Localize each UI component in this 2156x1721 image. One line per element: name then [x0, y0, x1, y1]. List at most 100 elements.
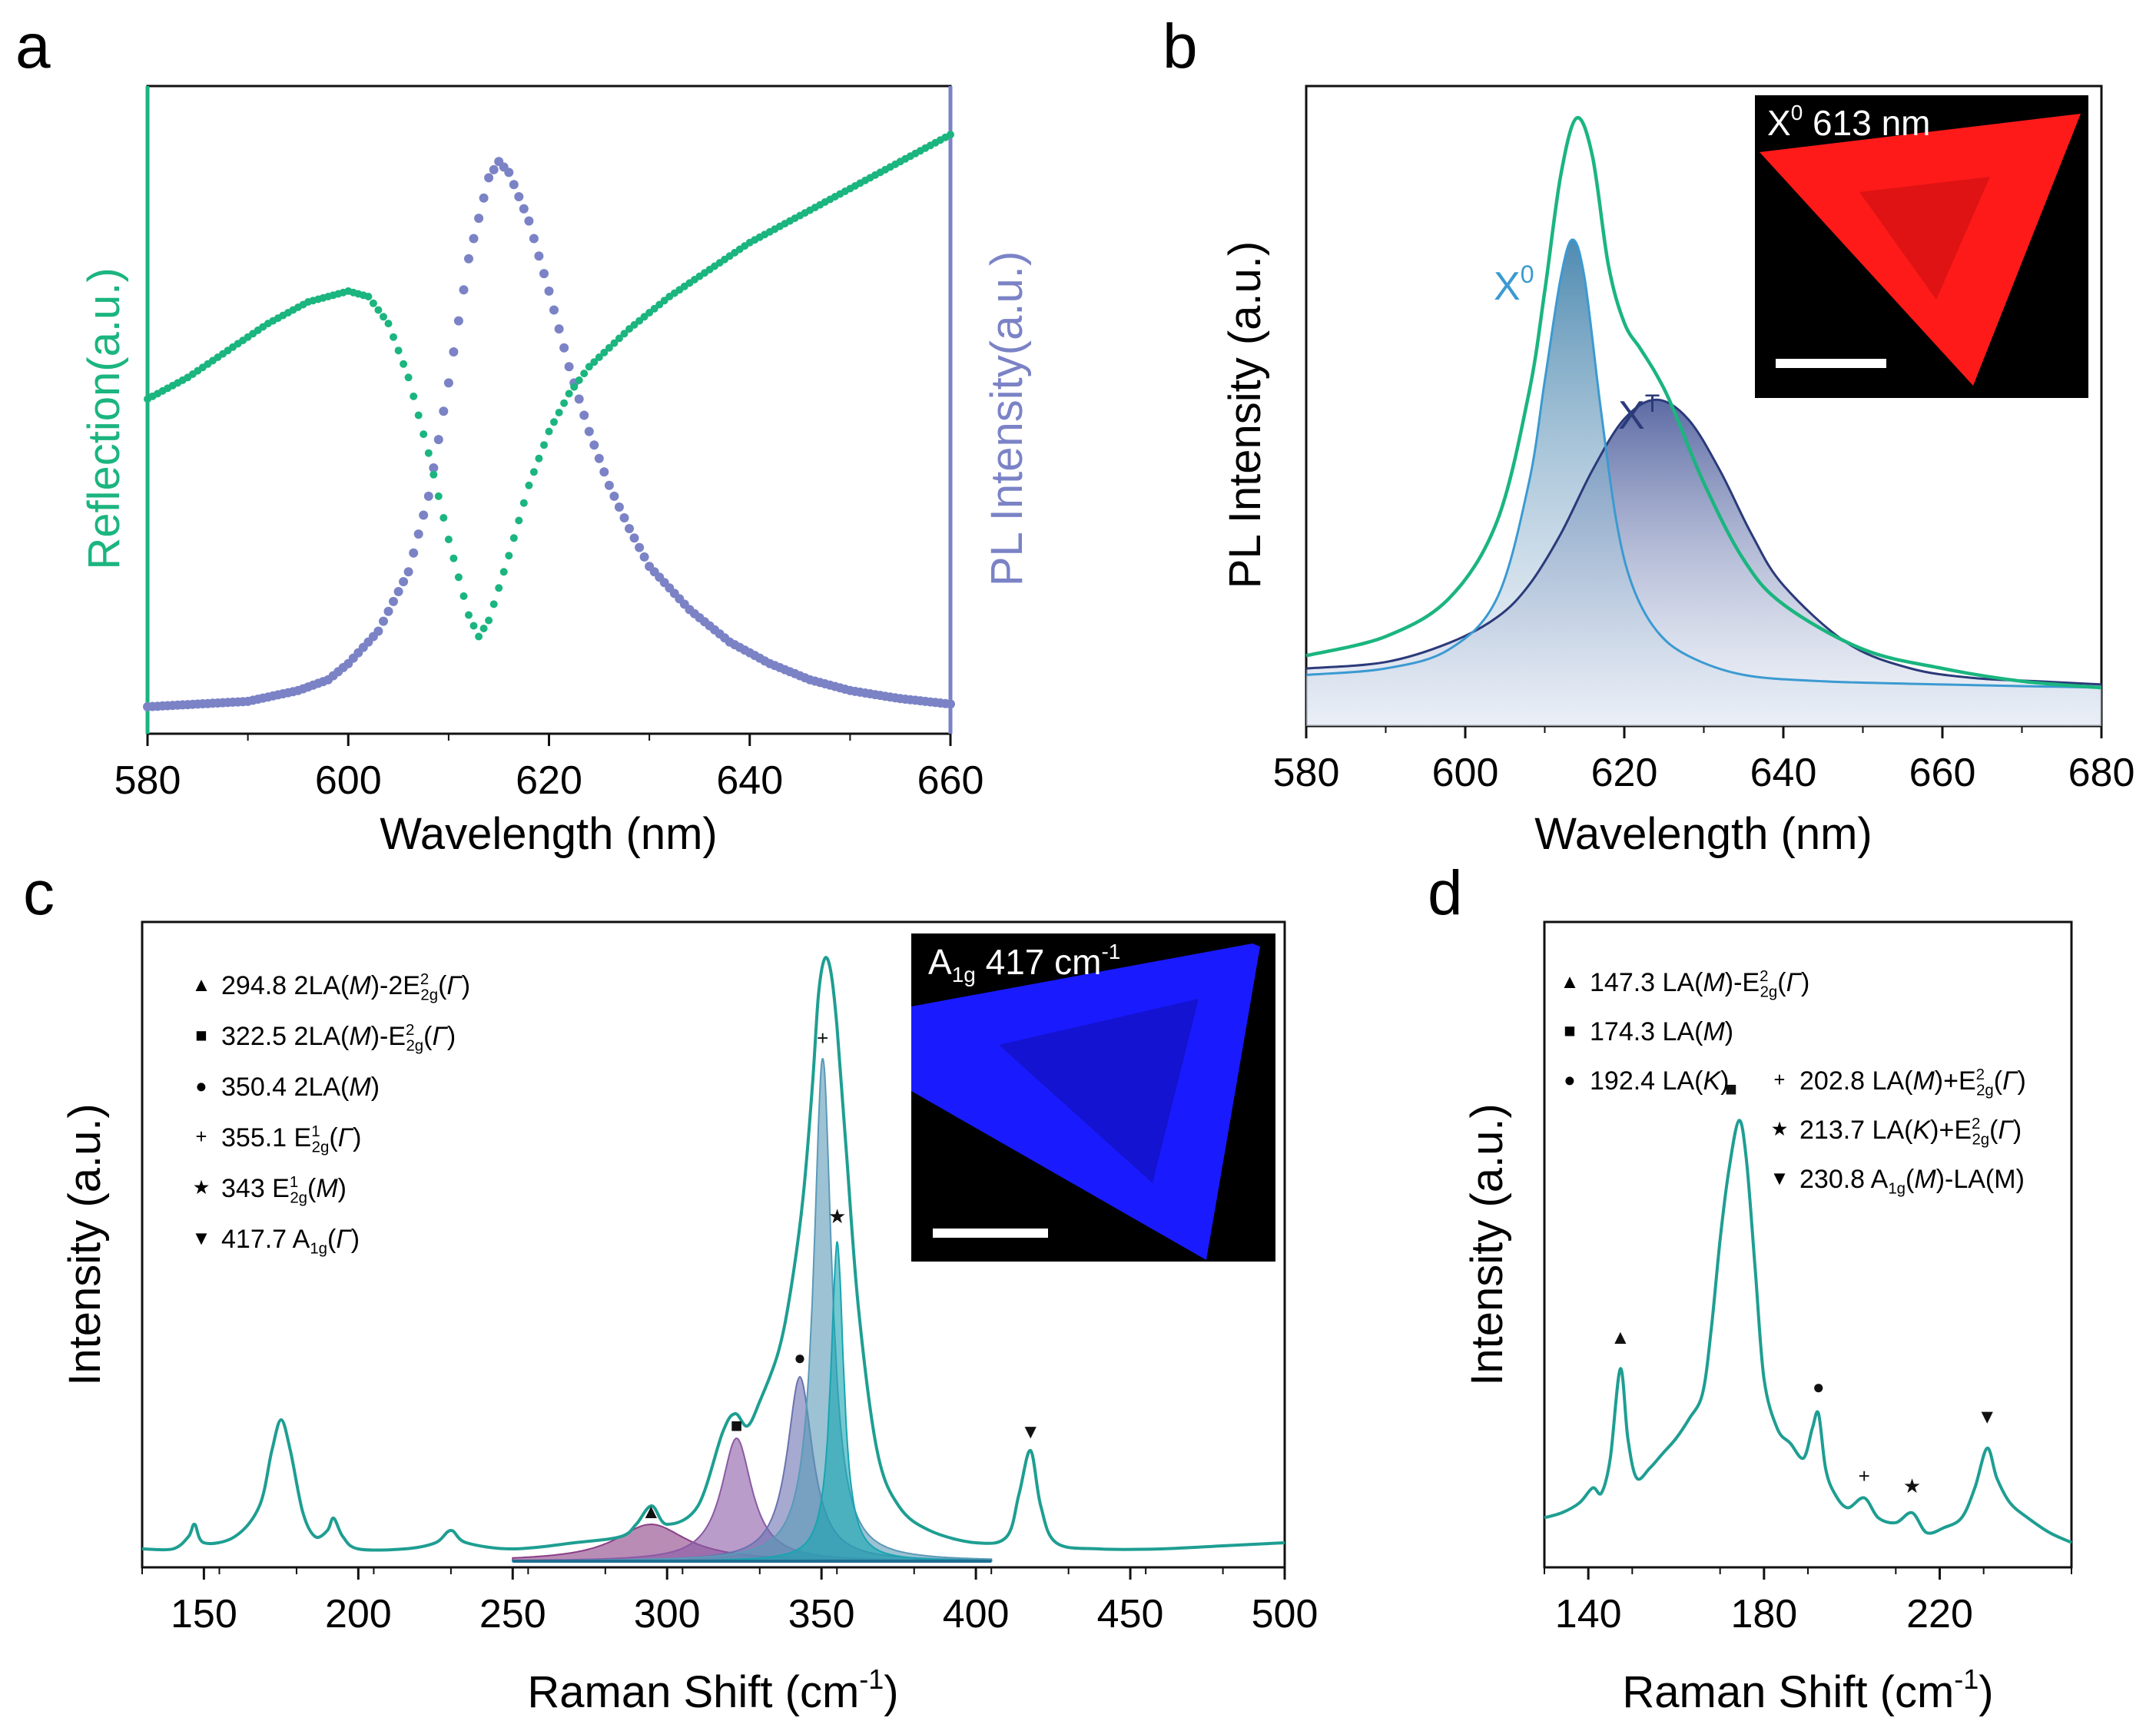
panel-d-legend-marker: + — [1774, 1069, 1786, 1091]
panel-a-pl-point — [635, 542, 645, 552]
panel-c-legend-marker: ▼ — [191, 1228, 211, 1249]
panel-d-xlabel-sup: -1 — [1954, 1663, 1979, 1695]
panel-c-inset-label-rest: 417 cm — [976, 942, 1102, 982]
panel-b-inset-label-sup: 0 — [1791, 101, 1803, 124]
panel-d-peak-marker: ● — [1813, 1375, 1825, 1398]
panel-b-x0-annotation: X0 — [1494, 260, 1534, 309]
panel-a-reflection-point — [384, 320, 393, 328]
panel-a-reflection-point — [565, 390, 573, 398]
panel-c-inset-label-sub: 1g — [952, 963, 976, 987]
panel-a-reflection-point — [499, 568, 508, 576]
panel-b-xtick-label: 620 — [1591, 751, 1658, 795]
panel-a-ylabel-right: PL Intensity(a.u.) — [982, 251, 1032, 586]
panel-label-c: c — [23, 858, 55, 928]
panel-a-pl-point — [584, 426, 594, 436]
panel-a-frame — [146, 85, 952, 735]
panel-a-pl-point — [429, 463, 439, 473]
panel-c-xtick-label: 500 — [1252, 1592, 1318, 1636]
panel-a-reflection-point — [430, 470, 438, 479]
panel-a-pl-point — [379, 616, 388, 626]
panel-c-legend-marker: ▲ — [191, 974, 211, 996]
panel-c-xtick-label: 450 — [1097, 1592, 1164, 1636]
panel-a-pl-point — [484, 173, 494, 183]
panel-c-peak-marker: ▼ — [1020, 1420, 1040, 1443]
panel-d-peak-marker: ▼ — [1977, 1405, 1997, 1428]
panel-c-legend-marker: + — [196, 1126, 207, 1148]
panel-a-reflection-point — [374, 306, 383, 314]
panel-a-pl-point — [589, 440, 599, 450]
panel-a-reflection-point — [459, 592, 468, 600]
panel-a-pl-point — [459, 285, 469, 295]
panel-a-reflection-point — [615, 334, 623, 343]
panel-d-xtick-label: 180 — [1730, 1592, 1797, 1636]
panel-a-pl-point — [514, 192, 524, 201]
panel-a-pl-point — [489, 164, 499, 174]
panel-d-peak-marker: ★ — [1903, 1474, 1921, 1497]
panel-a-reflection-point — [434, 492, 443, 500]
panel-c-inset-label-a: A — [928, 942, 952, 982]
panel-a-pl-point — [449, 347, 459, 356]
panel-a-pl-point — [469, 234, 479, 244]
panel-a-pl-point — [599, 467, 609, 477]
panel-d-raman-line — [1544, 1119, 2072, 1544]
panel-b-x0-letter: X — [1494, 264, 1521, 309]
panel-d-legend-entry: 174.3 LA(M) — [1590, 1017, 1733, 1046]
panel-a-pl-point — [419, 510, 429, 520]
panel-a-reflection-point — [424, 449, 433, 457]
panel-c-inset-label-sup: -1 — [1101, 940, 1120, 963]
panel-c-inset: A1g 417 cm-1 — [911, 933, 1275, 1262]
panel-a-reflection-point — [525, 481, 533, 489]
panel-c-xtick-label: 350 — [788, 1592, 855, 1636]
panel-c-xtick-label: 250 — [479, 1592, 546, 1636]
panel-a-pl-point — [554, 324, 564, 334]
panel-a-pl-point — [574, 394, 584, 404]
panel-a-pl-point — [604, 480, 614, 490]
panel-d-ylabel: Intensity (a.u.) — [1462, 1103, 1512, 1385]
panel-a-xtick-label: 660 — [917, 758, 984, 803]
panel-b-xtick-label: 660 — [1909, 751, 1976, 795]
panel-a-reflection-point — [560, 399, 569, 407]
panel-a-reflection-point — [610, 339, 619, 347]
panel-a-reflection-point — [485, 616, 493, 625]
panel-c-legend-entry: 350.4 2LA(M) — [221, 1073, 380, 1102]
panel-c-peak-marker: ● — [794, 1346, 806, 1369]
panel-b-inset-label-x: X — [1767, 103, 1791, 143]
panel-a-pl-point — [539, 269, 549, 279]
panel-label-a: a — [15, 12, 51, 81]
panel-a-pl-point — [479, 193, 489, 203]
panel-d-legend-marker: ★ — [1771, 1119, 1789, 1140]
panel-a-reflection-point — [449, 554, 458, 562]
panel-a-xtick-label: 620 — [516, 758, 582, 803]
panel-a-pl-point — [534, 251, 544, 261]
panel-b-x0-fill — [1306, 239, 2101, 726]
panel-a-pl-point — [423, 491, 433, 501]
panel-a-pl-point — [409, 548, 419, 558]
panel-c-inset-texture — [999, 999, 1199, 1183]
panel-a-reflection-point — [444, 536, 453, 544]
panel-b-xt-line — [1305, 398, 2102, 686]
panel-a-pl-point — [439, 406, 449, 416]
panel-d-legend-marker: ● — [1564, 1069, 1575, 1091]
panel-a-reflection-point — [529, 468, 538, 476]
panel-c-xtick-label: 400 — [943, 1592, 1010, 1636]
panel-c-xlabel-main: Raman Shift (cm — [527, 1667, 859, 1717]
panel-d-legend-entry: 230.8 A1g(M)-LA(M) — [1799, 1165, 2025, 1197]
panel-a-pl-point — [639, 552, 649, 562]
panel-a-pl-point — [464, 254, 473, 264]
panel-a-reflection-point — [489, 600, 498, 608]
panel-a-pl-point — [594, 453, 604, 463]
panel-c-legend-entry: 355.1 E1 2g(Γ) — [221, 1123, 361, 1156]
panel-d-legend-entry: 147.3 LA(M)-E2 2g(Γ) — [1590, 968, 1809, 1000]
panel-a-reflection-point — [410, 392, 418, 400]
panel-c-xlabel: Raman Shift (cm-1) — [527, 1663, 898, 1717]
panel-b-xtick-label: 640 — [1750, 751, 1817, 795]
panel-a-pl-point — [389, 596, 398, 606]
panel-d: 140 180 220 ▲ ■ ● + ★ ▼ ▲ 147.3 LA(M)-E2 2g(Γ) ■ 17… — [1462, 920, 2073, 1717]
panel-c-legend-entry: 322.5 2LA(M)-E2 2g(Γ) — [221, 1022, 456, 1054]
panel-b-x0-line — [1305, 238, 2102, 689]
panel-a-reflection-point — [590, 358, 599, 366]
panel-c-legend-marker: ■ — [195, 1025, 207, 1046]
panel-b-inset-scalebar — [1776, 359, 1886, 368]
panel-a-reflection-point — [400, 360, 408, 368]
panel-d-peak-marker: ■ — [1725, 1077, 1737, 1100]
